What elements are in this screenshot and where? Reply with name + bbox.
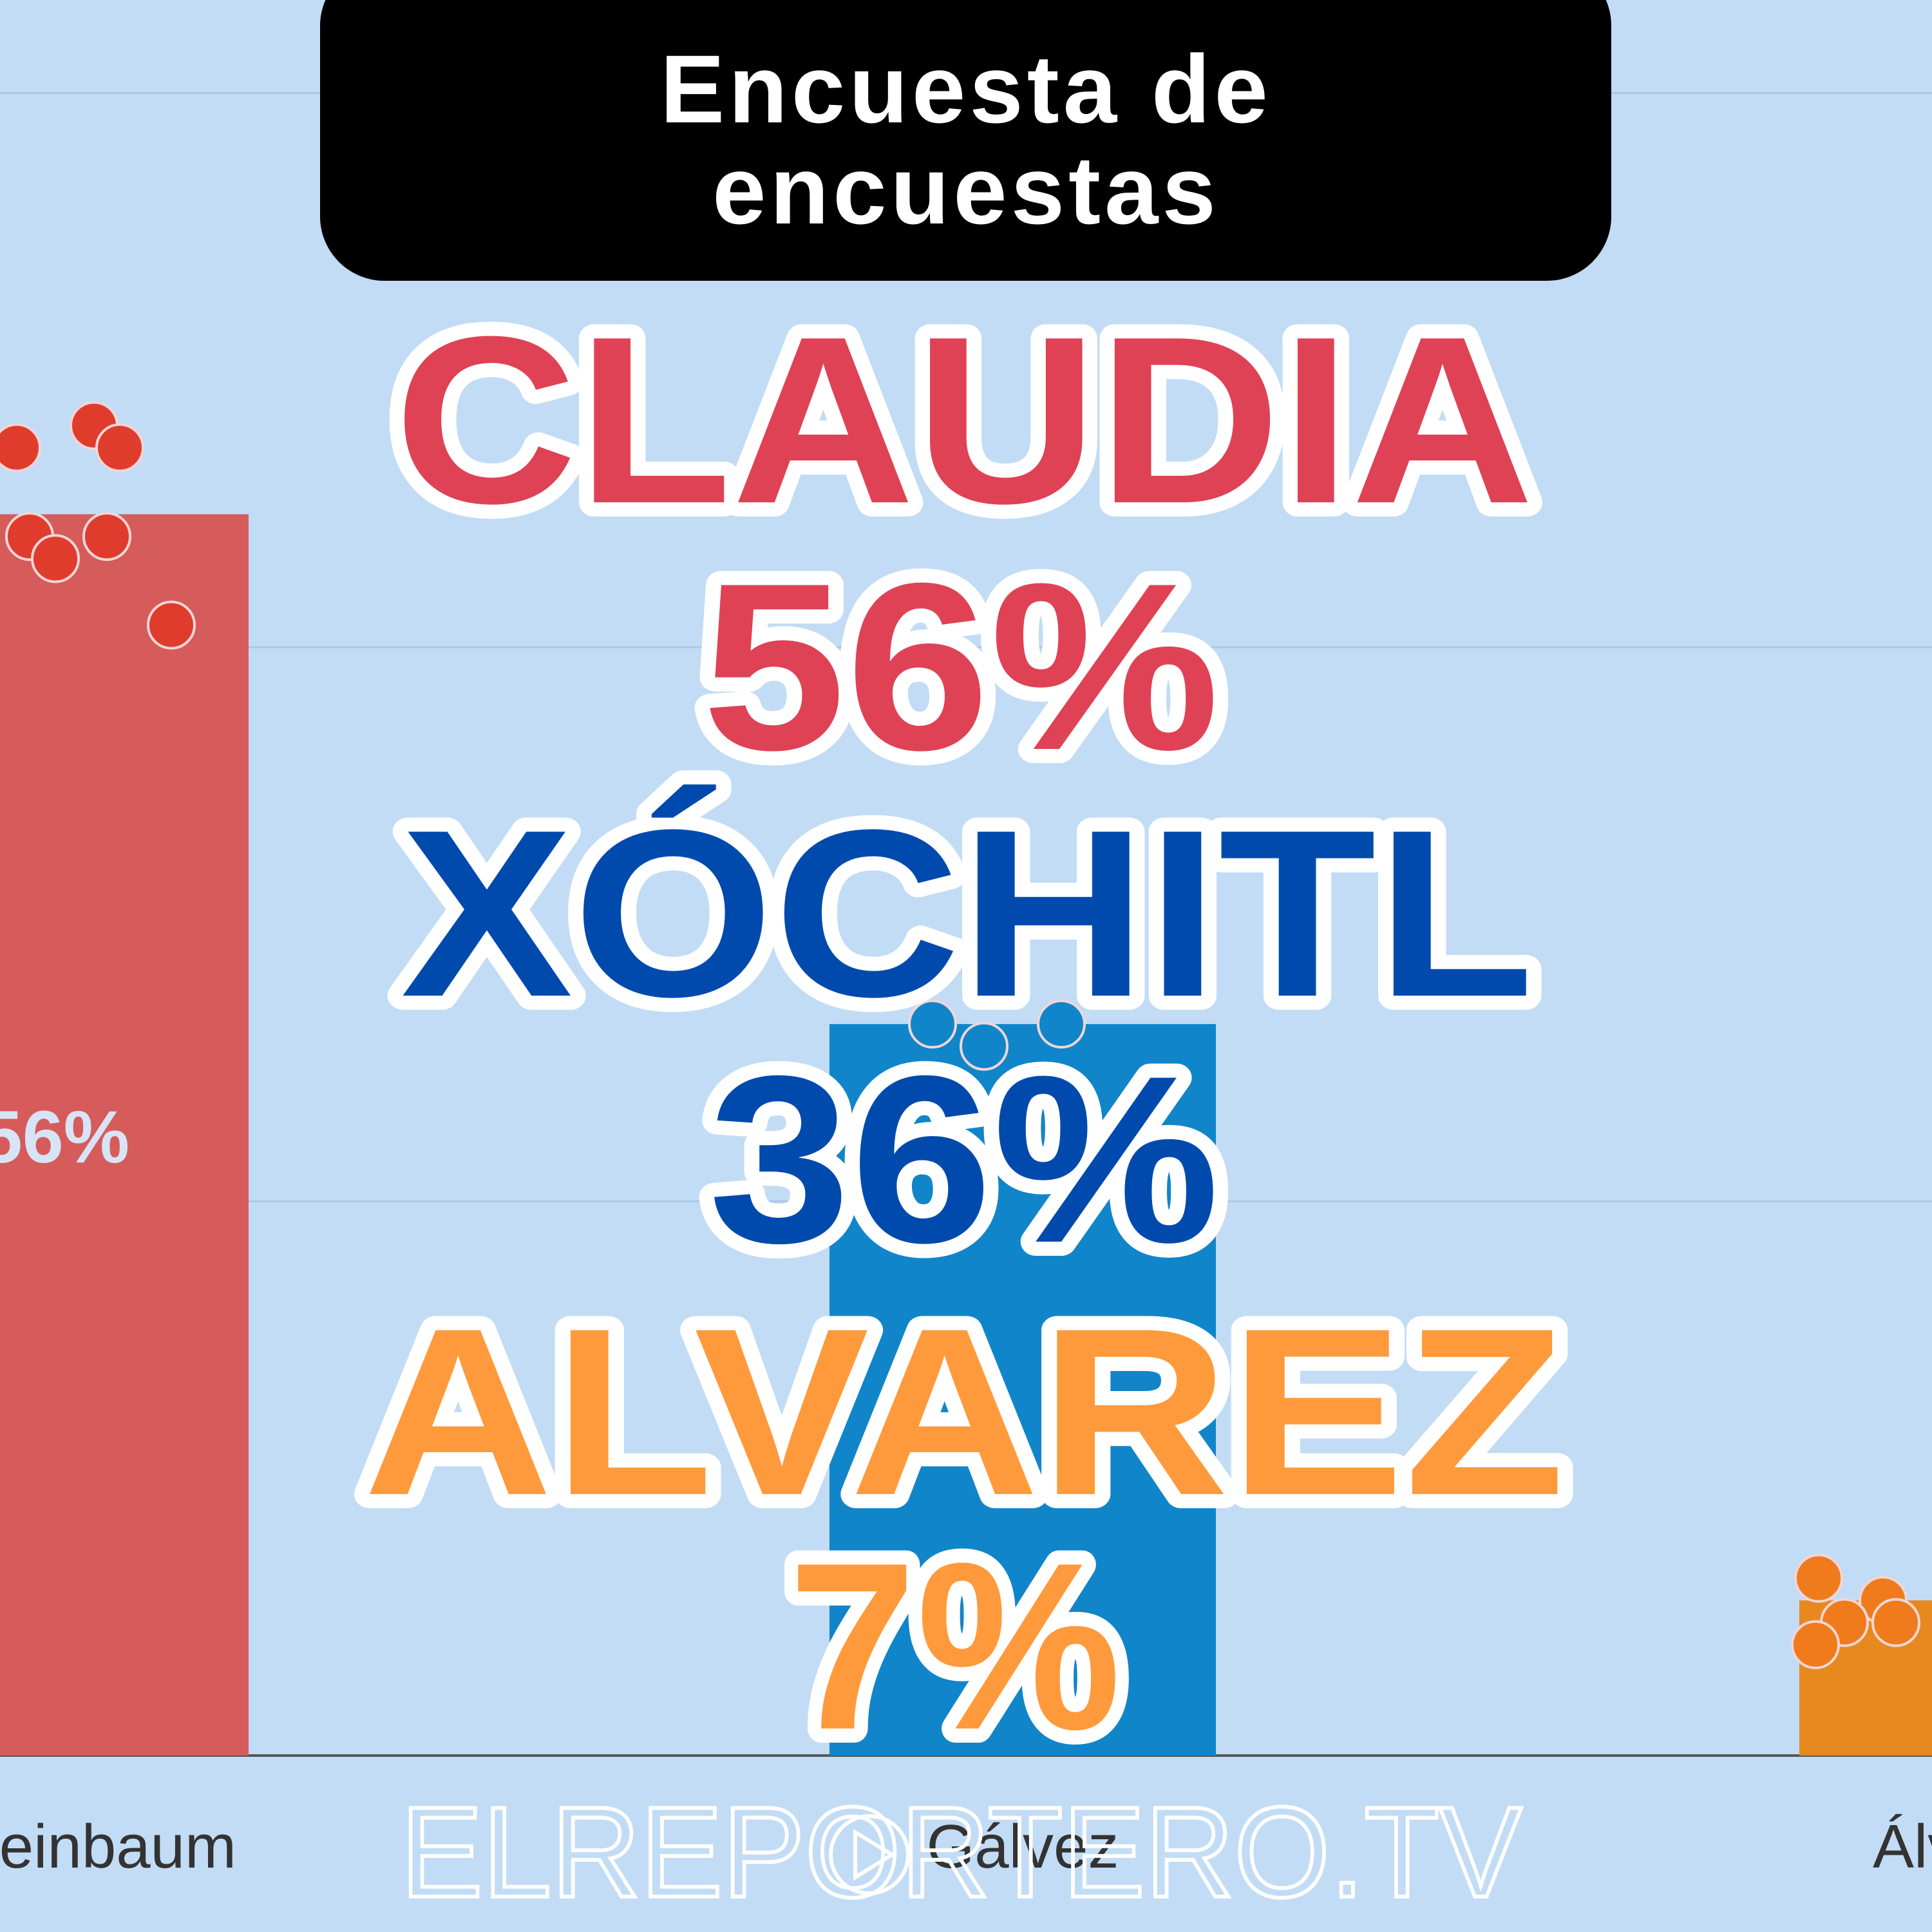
logo: ELREPORTERO.TV — [401, 1781, 1522, 1924]
headline: ALVAREZ — [363, 1279, 1565, 1545]
headline: CLAUDIA — [394, 287, 1534, 553]
x-tick-label: Gálvez — [927, 1812, 1119, 1881]
headline: XÓCHITL — [401, 781, 1534, 1046]
headline: 7% — [788, 1513, 1121, 1779]
poll-dot — [960, 1021, 1009, 1071]
bar-value-label: 56% — [0, 1096, 129, 1179]
poll-dot — [147, 600, 196, 650]
logo-play-ring — [829, 1814, 910, 1895]
poll-dot — [1871, 1598, 1920, 1647]
bar — [0, 514, 249, 1756]
poll-dot — [908, 999, 957, 1049]
poll-dot — [31, 534, 80, 583]
poll-dot — [1794, 1553, 1843, 1603]
headline: 56% — [702, 534, 1220, 800]
logo-play-icon — [853, 1828, 896, 1881]
title: Encuesta de — [660, 35, 1272, 143]
headline: 36% — [708, 1027, 1220, 1293]
poll-dot — [1791, 1620, 1840, 1669]
title: encuestas — [712, 136, 1220, 244]
poll-dot — [82, 511, 131, 561]
poll-dot — [1037, 999, 1086, 1049]
poll-dot — [0, 423, 41, 473]
x-tick-label: Sheinbaum — [0, 1812, 236, 1881]
x-tick-label: Álvarez — [1873, 1812, 1932, 1881]
bar — [829, 1024, 1216, 1756]
poll-dot — [95, 423, 144, 473]
title-box — [320, 0, 1611, 281]
